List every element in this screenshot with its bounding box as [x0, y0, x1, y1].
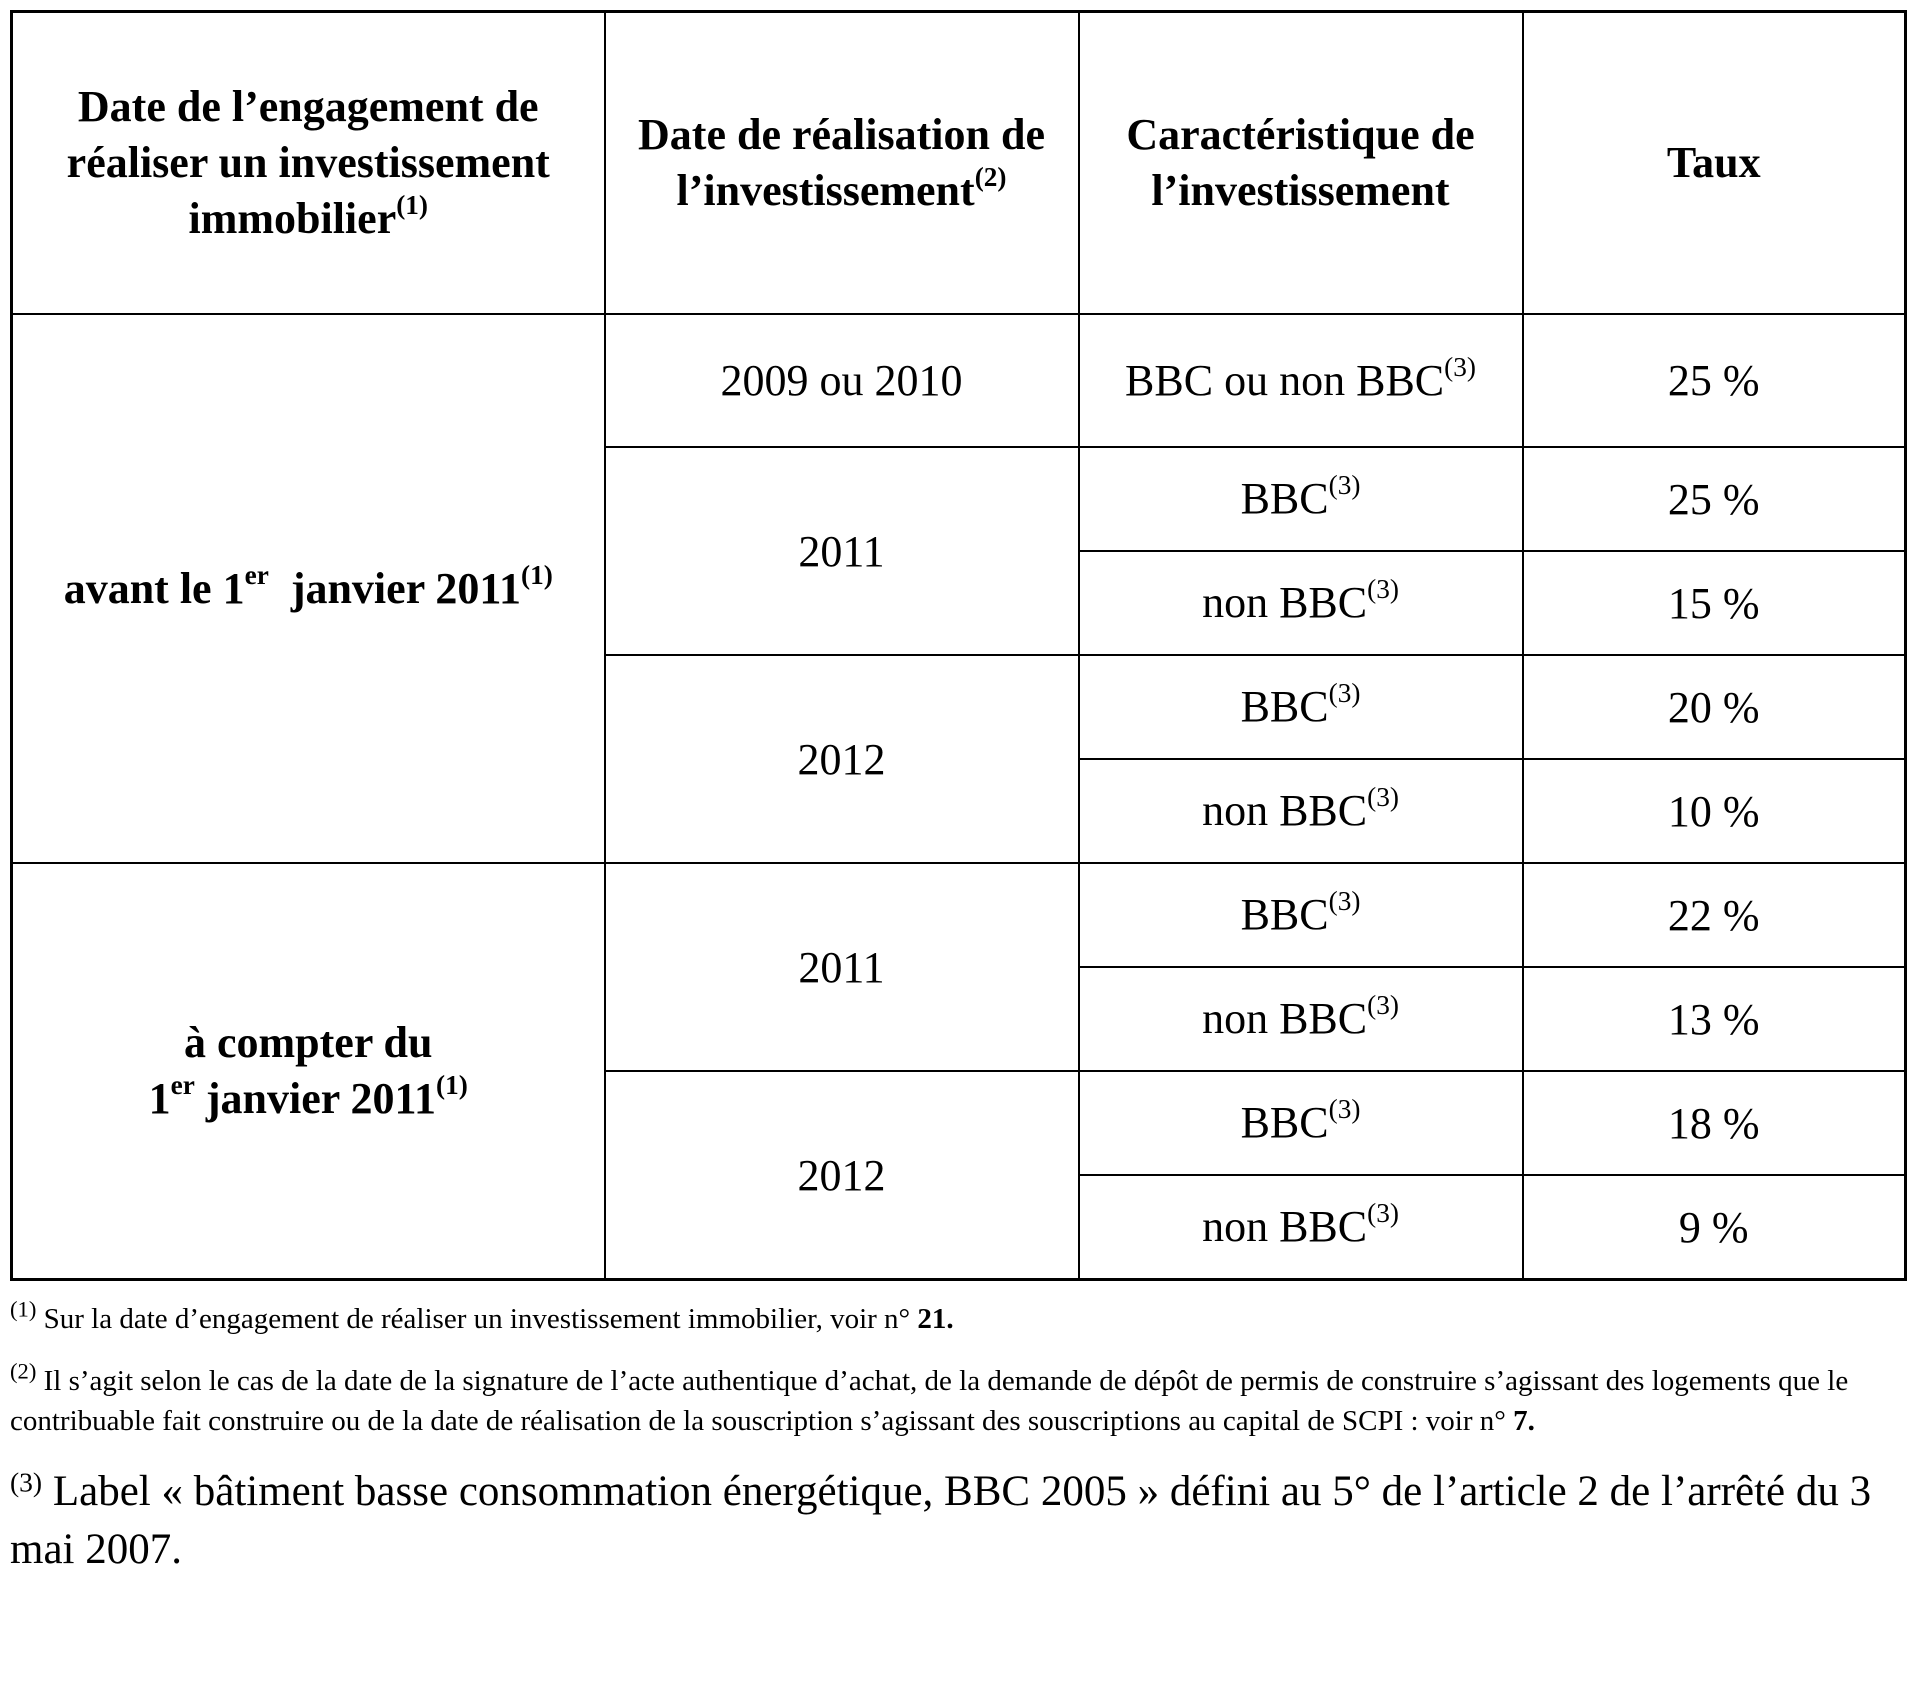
footnote-ref: (3) — [1367, 1197, 1399, 1228]
caracteristique-cell: BBC(3) — [1077, 1070, 1524, 1176]
taux-cell: 25 % — [1521, 313, 1907, 448]
footnote-ref: (3) — [1444, 351, 1476, 382]
footnote-ref: (2) — [974, 161, 1007, 192]
caracteristique-cell: non BBC(3) — [1077, 966, 1524, 1072]
footnote-ref: (3) — [1328, 885, 1361, 916]
footnote-1: (1) Sur la date d’engagement de réaliser… — [10, 1296, 954, 1335]
realisation-year: 2011 — [603, 862, 1080, 1072]
caracteristique-cell: non BBC(3) — [1077, 1174, 1524, 1281]
caracteristique-cell: BBC(3) — [1077, 446, 1524, 552]
footnote-2: (2) Il s’agit selon le cas de la date de… — [10, 1358, 1849, 1437]
realisation-year: 2012 — [603, 1070, 1080, 1281]
caracteristique-cell: non BBC(3) — [1077, 758, 1524, 864]
footnote-marker: (3) — [10, 1466, 43, 1498]
footnote-ref: (3) — [1328, 469, 1361, 500]
engagement-from-2011: à compter du 1er janvier 2011(1) — [10, 862, 606, 1281]
realisation-year: 2012 — [603, 654, 1080, 864]
caracteristique-cell: BBC(3) — [1077, 862, 1524, 968]
taux-cell: 13 % — [1521, 966, 1907, 1072]
footnote-ref: (1) — [396, 189, 429, 220]
table-row: 2012 BBC(3) 20 % — [12, 654, 1907, 864]
caracteristique-cell: BBC ou non BBC(3) — [1077, 313, 1524, 448]
footnote-marker: (1) — [10, 1296, 37, 1322]
realisation-year: 2009 ou 2010 — [603, 313, 1080, 448]
table-row: non BBC(3) 10 % — [12, 758, 1907, 864]
taux-cell: 10 % — [1521, 758, 1907, 864]
footnote-ref: (3) — [1367, 781, 1399, 812]
header-row: Date de l’engagement de réaliser un inve… — [10, 10, 1907, 315]
footnotes: (1) Sur la date d’engagement de réaliser… — [10, 1296, 1904, 1579]
cross-reference: 21. — [917, 1303, 954, 1335]
table-row: non BBC(3) 9 % — [12, 1174, 1907, 1281]
realisation-year: 2011 — [603, 446, 1080, 656]
document: Date de l’engagement de réaliser un inve… — [10, 10, 1907, 1601]
header-engagement: Date de l’engagement de réaliser un inve… — [10, 10, 606, 315]
footnote-ref: (3) — [1367, 989, 1399, 1020]
header-taux: Taux — [1521, 10, 1907, 315]
table-row: non BBC(3) 15 % — [12, 550, 1907, 656]
taux-cell: 18 % — [1521, 1070, 1907, 1176]
taux-cell: 15 % — [1521, 550, 1907, 656]
taux-cell: 25 % — [1521, 446, 1907, 552]
table-row: 2012 BBC(3) 18 % — [12, 1070, 1907, 1281]
footnote-ref: (1) — [521, 559, 553, 590]
table-row: avant le 1er janvier 2011(1) 2009 ou 201… — [10, 313, 1907, 864]
footnote-marker: (2) — [10, 1358, 37, 1384]
header-realisation: Date de réalisation de l’investissement(… — [603, 10, 1080, 315]
footnote-3: (3) Label « bâtiment basse consommation … — [10, 1466, 1872, 1573]
table-row: 2011 BBC(3) 25 % — [12, 446, 1907, 656]
footnote-ref: (1) — [436, 1069, 468, 1100]
rates-table: Date de l’engagement de réaliser un inve… — [10, 10, 1907, 1281]
caracteristique-cell: non BBC(3) — [1077, 550, 1524, 656]
engagement-before-2011: avant le 1er janvier 2011(1) — [10, 313, 606, 864]
taux-cell: 20 % — [1521, 654, 1907, 760]
footnote-ref: (3) — [1328, 1093, 1361, 1124]
footnote-ref: (3) — [1367, 573, 1399, 604]
taux-cell: 9 % — [1521, 1174, 1907, 1281]
caracteristique-cell: BBC(3) — [1077, 654, 1524, 760]
footnote-ref: (3) — [1328, 677, 1361, 708]
header-caracteristique: Caractéristique de l’investissement — [1077, 10, 1524, 315]
table-row: non BBC(3) 13 % — [12, 966, 1907, 1072]
cross-reference: 7. — [1513, 1405, 1535, 1437]
taux-cell: 22 % — [1521, 862, 1907, 968]
table-row: à compter du 1er janvier 2011(1) 2011 BB… — [10, 862, 1907, 1281]
